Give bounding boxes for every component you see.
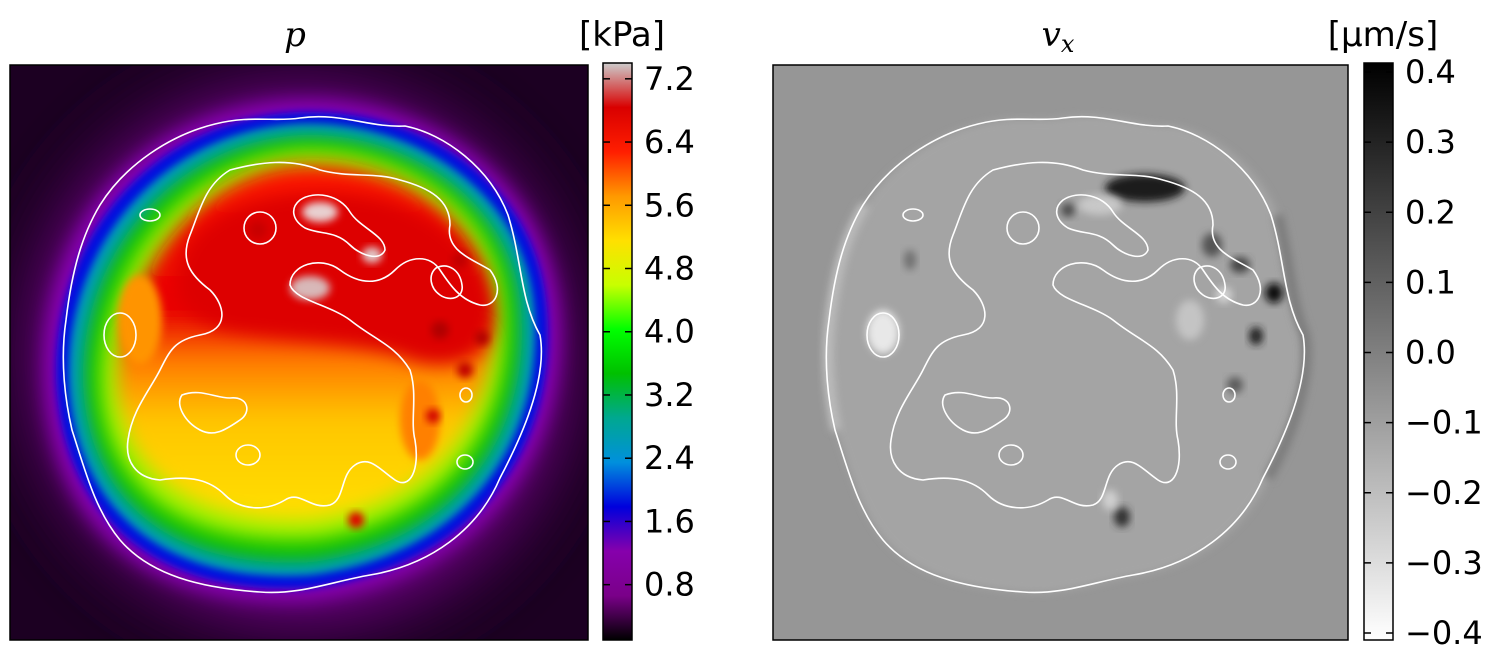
vx-small-contour bbox=[998, 444, 1024, 466]
vx-edge-dark bbox=[1263, 213, 1312, 481]
vx-dark-blob bbox=[1114, 507, 1130, 527]
p-colorbar-tick-label: 2.4 bbox=[644, 439, 695, 477]
p-dark-spot bbox=[431, 321, 449, 339]
vx-colorbar-tick-label: 0.3 bbox=[1405, 123, 1456, 161]
vx-small-contour bbox=[866, 312, 900, 358]
p-colorbar-tick-label: 1.6 bbox=[644, 502, 695, 540]
p-axes-frame bbox=[9, 64, 589, 641]
p-small-contour bbox=[139, 208, 161, 222]
p-colorbar-tick-label: 4.0 bbox=[644, 313, 695, 351]
vx-cell-area bbox=[827, 115, 1307, 593]
p-peak-spot bbox=[290, 276, 330, 300]
p-colorbar-tick-label: 4.8 bbox=[644, 250, 695, 288]
p-peak-spot bbox=[302, 202, 338, 222]
vx-outer-contour bbox=[825, 115, 1306, 594]
vx-small-contour bbox=[1222, 387, 1236, 403]
p-orange-patch bbox=[400, 380, 440, 460]
p-small-contour bbox=[178, 391, 248, 434]
p-colorbar-tick-label: 6.4 bbox=[644, 123, 695, 161]
vx-edge-light bbox=[822, 202, 870, 431]
p-colorbar-tick-label: 0.8 bbox=[644, 566, 695, 604]
vx-colorbar bbox=[1363, 62, 1394, 641]
vx-dark-blob bbox=[1105, 174, 1185, 202]
p-contours bbox=[62, 115, 543, 594]
p-small-contour bbox=[103, 312, 137, 358]
vx-colorbar-label: [µm/s] bbox=[1328, 15, 1438, 55]
vx-title-base: v bbox=[1042, 15, 1061, 55]
vx-colorbar-tick-label: −0.4 bbox=[1405, 614, 1483, 652]
vx-colorbar-tick-label: 0.0 bbox=[1405, 334, 1456, 372]
p-colorbar bbox=[602, 62, 633, 641]
vx-inner-contour bbox=[889, 161, 1262, 509]
p-outer-contour bbox=[62, 115, 543, 594]
vx-light-blob bbox=[1102, 490, 1118, 510]
p-heatmap bbox=[10, 65, 588, 640]
vx-small-contour bbox=[1006, 211, 1040, 245]
vx-small-contour bbox=[1219, 454, 1237, 470]
p-inner-contour bbox=[126, 161, 499, 509]
vx-small-contour bbox=[941, 391, 1011, 434]
vx-dark-blob bbox=[1061, 203, 1075, 217]
vx-plot-title: vx bbox=[1042, 15, 1075, 58]
p-small-contour bbox=[243, 211, 277, 245]
vx-axes-frame bbox=[772, 64, 1349, 641]
vx-light-blob bbox=[1176, 300, 1204, 340]
p-colorbar-tick-label: 5.6 bbox=[644, 186, 695, 224]
p-small-contour bbox=[235, 444, 261, 466]
vx-colorbar-tick-label: −0.2 bbox=[1405, 474, 1483, 512]
vx-dark-blob bbox=[1227, 377, 1243, 393]
p-dark-spot bbox=[249, 221, 267, 239]
vx-small-contour bbox=[902, 208, 924, 222]
p-small-contour bbox=[456, 454, 474, 470]
vx-heatmap bbox=[773, 65, 1348, 640]
p-dark-spot bbox=[426, 409, 440, 423]
vx-colorbar-tick-label: −0.1 bbox=[1405, 404, 1483, 442]
p-small-contour bbox=[430, 265, 463, 300]
vx-small-contour bbox=[1193, 265, 1226, 300]
vx-colorbar-tick-label: 0.2 bbox=[1405, 193, 1456, 231]
p-small-contour bbox=[292, 194, 386, 258]
p-dark-spot bbox=[457, 362, 473, 378]
vx-dark-blob bbox=[1230, 257, 1250, 273]
p-dark-spot bbox=[348, 512, 364, 528]
p-peak-spot bbox=[362, 247, 382, 263]
vx-light-blob bbox=[1078, 195, 1122, 215]
vx-dark-blob bbox=[1249, 327, 1263, 345]
p-plot-title: p bbox=[284, 15, 306, 55]
vx-light-blob bbox=[867, 310, 899, 354]
p-colorbar-label: [kPa] bbox=[579, 15, 665, 55]
vx-contours bbox=[825, 115, 1306, 594]
p-small-contour bbox=[459, 387, 473, 403]
vx-colorbar-ticks: 0.4 0.3 0.2 0.1 0.0 −0.1 −0.2 −0.3 −0.4 bbox=[1364, 53, 1483, 652]
vx-small-contour bbox=[1055, 194, 1149, 258]
vx-colorbar-tick-label: 0.4 bbox=[1405, 53, 1456, 91]
p-orange-patch bbox=[118, 275, 162, 365]
p-dark-spot bbox=[475, 331, 489, 345]
p-colorbar-ticks: 7.2 6.4 5.6 4.8 4.0 3.2 2.4 1.6 0.8 bbox=[603, 60, 695, 604]
vx-dark-blob bbox=[904, 250, 916, 270]
p-colorbar-tick-label: 7.2 bbox=[644, 60, 695, 98]
vx-dark-blob bbox=[1202, 233, 1222, 257]
p-colorbar-tick-label: 3.2 bbox=[644, 376, 695, 414]
vx-colorbar-tick-label: −0.3 bbox=[1405, 544, 1483, 582]
vx-title-subscript: x bbox=[1061, 30, 1075, 58]
p-dark-spot bbox=[452, 252, 468, 268]
vx-colorbar-tick-label: 0.1 bbox=[1405, 263, 1456, 301]
vx-dark-blob bbox=[1265, 283, 1283, 303]
